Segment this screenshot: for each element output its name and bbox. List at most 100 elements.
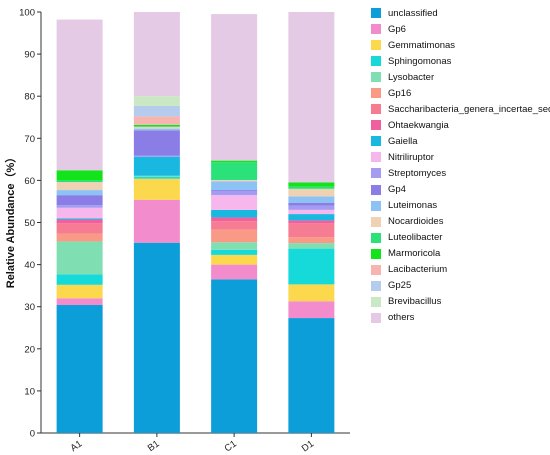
bar-segment-saccharibacteria-genera-incertae-sedis: [211, 221, 258, 230]
legend-label: Ohtaekwangia: [388, 119, 449, 131]
legend-label: Gp6: [388, 23, 406, 35]
legend-item: Sphingomonas: [371, 53, 550, 69]
legend-label: Lacibacterium: [388, 264, 448, 276]
legend-item: Gemmatimonas: [371, 37, 550, 53]
x-tick-label: A1: [69, 438, 85, 454]
legend-swatch: [371, 152, 381, 163]
legend-swatch: [371, 88, 381, 99]
legend-swatch: [371, 280, 381, 291]
bar-segment-others: [133, 12, 180, 97]
bar-segment-luteimonas: [211, 181, 258, 191]
bar-segment-gemmatimonas: [56, 284, 103, 299]
bar-stack-B1: [133, 12, 180, 433]
legend-swatch: [371, 232, 381, 243]
legend-swatch: [371, 24, 381, 35]
bar-segment-luteimonas: [288, 196, 335, 203]
bar-segment-unclassified: [56, 305, 103, 433]
bar-segment-unclassified: [288, 318, 335, 433]
legend-label: Gp16: [388, 87, 412, 99]
bar-segment-unclassified: [133, 242, 180, 433]
x-tick-label: D1: [300, 438, 316, 454]
legend-item: Brevibacillus: [371, 294, 550, 310]
bar-segment-gaiella: [288, 214, 335, 221]
legend-item: Gp25: [371, 278, 550, 294]
bar-segment-gp6: [288, 301, 335, 319]
legend-item: others: [371, 310, 550, 326]
legend-label: Streptomyces: [388, 167, 447, 179]
legend-item: unclassified: [371, 5, 550, 21]
legend-swatch: [371, 312, 381, 323]
bar-segment-luteolibacter: [288, 186, 335, 189]
bar-segment-gemmatimonas: [211, 254, 258, 265]
bar-segment-luteimonas: [133, 128, 180, 131]
legend-label: Saccharibacteria_genera_incertae_sedis: [388, 103, 550, 115]
y-tick-label: 60: [24, 176, 35, 187]
bar-segment-gp6: [211, 264, 258, 280]
bar-segment-luteolibacter: [211, 162, 258, 180]
legend-swatch: [371, 8, 381, 19]
bar-segment-ohtaekwangia: [288, 220, 335, 224]
bar-segment-gp6: [133, 199, 180, 243]
legend-swatch: [371, 168, 381, 179]
bar-segment-gp4: [211, 190, 258, 192]
bar-stack-C1: [211, 14, 258, 433]
bar-segment-nocardioides: [211, 179, 258, 182]
bar-segment-nitriliruptor: [288, 209, 335, 215]
y-tick-label: 10: [24, 386, 35, 397]
bar-segment-streptomyces: [288, 205, 335, 210]
legend-item: Marmoricola: [371, 246, 550, 262]
legend-label: Gaiella: [388, 135, 418, 147]
legend-item: Luteolibacter: [371, 230, 550, 246]
bar-segment-others: [288, 12, 335, 183]
legend-swatch: [371, 72, 381, 83]
legend-swatch: [371, 200, 381, 211]
bar-segment-luteimonas: [56, 190, 103, 196]
x-tick-label: B1: [146, 438, 162, 454]
legend-label: Nocardioides: [388, 216, 444, 228]
legend-swatch: [371, 184, 381, 195]
bar-segment-ohtaekwangia: [56, 219, 103, 224]
y-tick-label: 100: [19, 8, 35, 19]
y-tick-label: 50: [24, 218, 35, 229]
bar-segment-lysobacter: [211, 242, 258, 250]
bar-segment-gp25: [133, 105, 180, 117]
legend: unclassified Gp6 Gemmatimonas Sphingomonas L…: [371, 5, 550, 326]
legend-swatch: [371, 56, 381, 67]
legend-label: others: [388, 312, 415, 324]
legend-item: Ohtaekwangia: [371, 117, 550, 133]
bar-segment-lysobacter: [288, 243, 335, 249]
y-tick-label: 90: [24, 50, 35, 61]
bar-segment-brevibacillus: [133, 96, 180, 106]
bar-segment-nocardioides: [56, 182, 103, 191]
legend-swatch: [371, 120, 381, 131]
bar-segment-gp16: [288, 237, 335, 244]
legend-label: Gp4: [388, 184, 406, 196]
bar-segment-sphingomonas: [56, 274, 103, 285]
legend-item: Nocardioides: [371, 214, 550, 230]
bar-segment-gp4: [288, 202, 335, 206]
legend-item: Lacibacterium: [371, 262, 550, 278]
legend-item: Gp4: [371, 182, 550, 198]
legend-item: Lysobacter: [371, 69, 550, 85]
bar-segment-sphingomonas: [288, 248, 335, 285]
bar-segment-gp4: [133, 130, 180, 156]
legend-swatch: [371, 264, 381, 275]
y-tick-label: 80: [24, 92, 35, 103]
legend-label: Luteimonas: [388, 200, 438, 212]
bar-segment-nocardioides: [133, 126, 180, 129]
y-tick-label: 70: [24, 134, 35, 145]
legend-label: Luteolibacter: [388, 232, 443, 244]
legend-label: Lysobacter: [388, 71, 435, 83]
bar-segment-gaiella: [133, 156, 180, 176]
y-axis-label: Relative Abundance（%）: [4, 152, 17, 289]
y-tick-label: 30: [24, 302, 35, 313]
legend-label: Marmoricola: [388, 248, 441, 260]
legend-label: Nitriliruptor: [388, 151, 434, 163]
legend-swatch: [371, 296, 381, 307]
legend-item: Luteimonas: [371, 198, 550, 214]
legend-swatch: [371, 104, 381, 115]
bar-segment-luteolibacter: [56, 180, 103, 183]
bar-segment-sphingomonas: [211, 249, 258, 255]
bar-segment-nitriliruptor: [211, 195, 258, 210]
